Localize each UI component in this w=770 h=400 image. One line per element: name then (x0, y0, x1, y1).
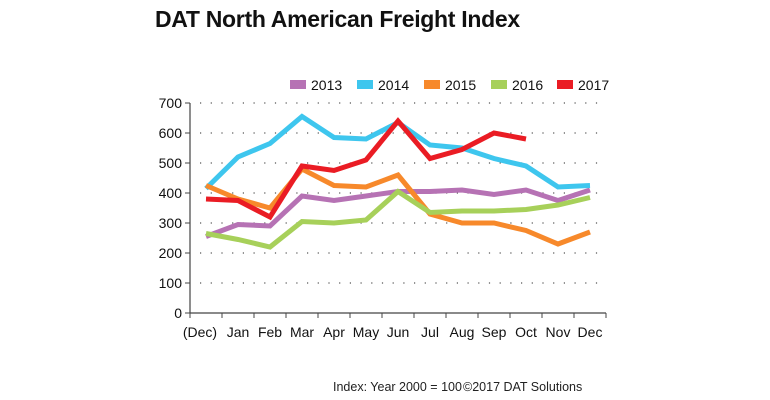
x-tick-label: Jan (227, 324, 250, 340)
legend-swatch-2017 (557, 80, 573, 89)
x-tick-label: Jul (421, 324, 439, 340)
x-tick-label: Apr (323, 324, 345, 340)
series-line-2016 (205, 188, 591, 250)
y-tick-label: 100 (159, 275, 183, 291)
series-line-2015 (205, 165, 591, 247)
x-tick-label: Dec (578, 324, 603, 340)
y-tick-label: 200 (159, 245, 183, 261)
legend-label-2017: 2017 (578, 77, 609, 93)
legend-label-2013: 2013 (311, 77, 342, 93)
x-tick-label: Mar (290, 324, 314, 340)
legend-swatch-2014 (357, 80, 373, 89)
y-tick-label: 600 (159, 125, 183, 141)
series-line-2017 (205, 117, 527, 221)
legend-swatch-2015 (424, 80, 440, 89)
legend-label-2016: 2016 (512, 77, 543, 93)
index-note: Index: Year 2000 = 100 (333, 380, 462, 394)
legend-label-2014: 2014 (378, 77, 409, 93)
y-tick-label: 0 (174, 305, 182, 321)
y-tick-label: 400 (159, 185, 183, 201)
legend-swatch-2016 (491, 80, 507, 89)
x-tick-label: (Dec) (183, 324, 217, 340)
x-tick-label: Feb (258, 324, 282, 340)
x-tick-label: May (353, 324, 379, 340)
x-tick-label: Nov (546, 324, 571, 340)
y-tick-label: 300 (159, 215, 183, 231)
y-tick-label: 700 (159, 95, 183, 111)
copyright-credit: ©2017 DAT Solutions (463, 380, 583, 394)
chart-title: DAT North American Freight Index (155, 6, 520, 32)
legend-swatch-2013 (290, 80, 306, 89)
x-tick-label: Jun (387, 324, 410, 340)
x-tick-label: Oct (515, 324, 537, 340)
legend-label-2015: 2015 (445, 77, 476, 93)
x-tick-label: Aug (450, 324, 475, 340)
y-tick-label: 500 (159, 155, 183, 171)
x-tick-label: Sep (482, 324, 507, 340)
